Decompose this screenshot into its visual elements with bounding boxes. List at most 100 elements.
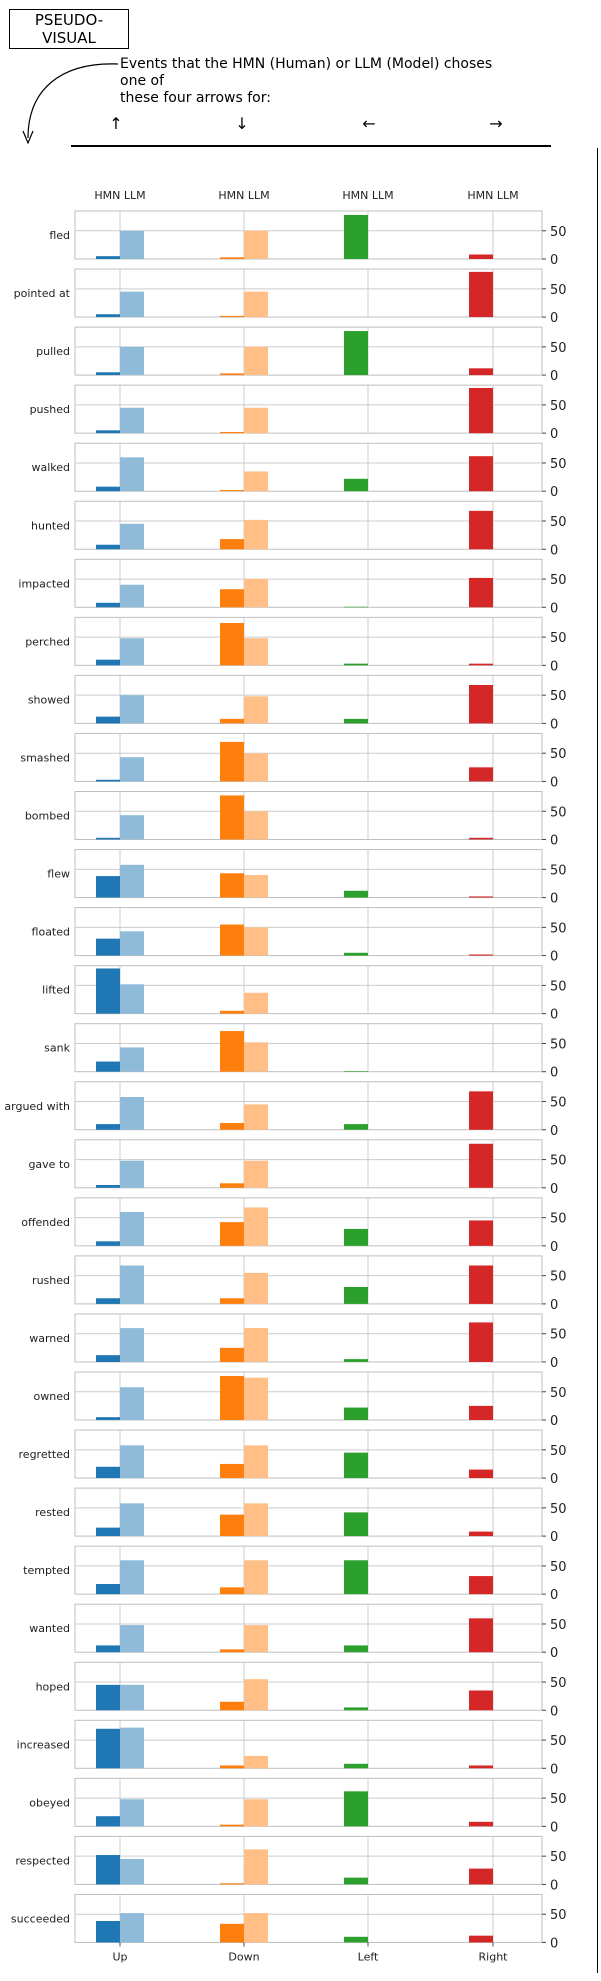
y-tick-label-warned-50: 50 <box>550 1328 567 1343</box>
bar-walked-right-hmn <box>469 456 493 492</box>
panel-frame-bombed <box>74 791 543 840</box>
top-divider <box>71 145 551 147</box>
bar-hoped-up-hmn <box>96 1684 120 1711</box>
x-label-left: Left <box>358 1950 379 1963</box>
panel-frame-floated <box>74 907 543 957</box>
bar-floated-left-hmn <box>344 952 368 956</box>
bar-increased-down-llm <box>244 1755 268 1769</box>
bar-smashed-down-hmn <box>220 741 244 782</box>
row-label-smashed: smashed <box>20 751 70 764</box>
row-label-impacted: impacted <box>18 577 70 590</box>
y-tick-label-gave-to-50: 50 <box>550 1154 567 1169</box>
bar-lifted-down-llm <box>244 992 268 1014</box>
bar-offended-right-hmn <box>469 1220 493 1246</box>
bar-increased-up-llm <box>120 1727 144 1769</box>
bar-rested-right-hmn <box>469 1531 493 1537</box>
bar-floated-right-hmn <box>469 954 493 956</box>
bar-warned-right-hmn <box>469 1322 493 1362</box>
row-label-lifted: lifted <box>42 984 70 997</box>
y-tick-label-floated-50: 50 <box>550 921 567 936</box>
bar-obeyed-up-hmn <box>96 1816 120 1827</box>
bar-obeyed-left-hmn <box>344 1791 368 1827</box>
bar-wanted-down-hmn <box>220 1649 244 1653</box>
panel-frame-offended <box>74 1197 543 1247</box>
bar-pointed-at-up-hmn <box>96 314 120 318</box>
bar-perched-down-llm <box>244 638 268 666</box>
row-label-rested: rested <box>35 1506 70 1519</box>
column-header-down: HMN LLM <box>218 189 269 202</box>
bar-perched-down-hmn <box>220 622 244 666</box>
bar-rushed-left-hmn <box>344 1286 368 1304</box>
bar-hoped-up-llm <box>120 1684 144 1711</box>
bar-succeeded-up-llm <box>120 1913 144 1943</box>
bar-perched-up-llm <box>120 638 144 666</box>
row-label-obeyed: obeyed <box>29 1796 70 1809</box>
bar-pulled-right-hmn <box>469 368 493 376</box>
bar-wanted-down-llm <box>244 1625 268 1653</box>
panel-frame-smashed <box>74 732 543 782</box>
bar-floated-down-llm <box>244 927 268 956</box>
bar-bombed-right-hmn <box>469 837 493 840</box>
bar-flew-left-hmn <box>344 890 368 898</box>
bar-tempted-down-llm <box>244 1560 268 1595</box>
y-tick-label-smashed-0: 0 <box>550 775 558 790</box>
bar-warned-down-hmn <box>220 1347 244 1362</box>
bar-showed-left-hmn <box>344 718 368 724</box>
bar-sank-down-hmn <box>220 1031 244 1072</box>
bar-pushed-right-hmn <box>469 387 493 434</box>
bar-warned-down-llm <box>244 1328 268 1362</box>
y-tick-label-wanted-50: 50 <box>550 1618 567 1633</box>
bar-warned-left-hmn <box>344 1359 368 1362</box>
panel-frame-respected <box>74 1835 543 1885</box>
bar-walked-up-hmn <box>96 486 120 492</box>
y-tick-label-pushed-50: 50 <box>550 399 567 414</box>
y-tick-label-sank-50: 50 <box>550 1037 567 1052</box>
y-tick-label-lifted-50: 50 <box>550 979 567 994</box>
bar-argued-with-up-hmn <box>96 1124 120 1130</box>
bar-tempted-up-llm <box>120 1560 144 1595</box>
bar-respected-down-hmn <box>220 1883 244 1885</box>
bar-flew-down-hmn <box>220 873 244 898</box>
curved-arrow-icon <box>22 63 119 145</box>
panel-frame-increased <box>74 1719 543 1769</box>
y-tick-label-perched-50: 50 <box>550 631 567 646</box>
bar-fled-left-hmn <box>344 214 368 259</box>
bar-showed-down-llm <box>244 696 268 724</box>
bar-succeeded-down-llm <box>244 1913 268 1943</box>
y-tick-label-impacted-50: 50 <box>550 573 567 588</box>
panel-frame-obeyed <box>74 1777 543 1827</box>
bar-obeyed-down-hmn <box>220 1824 244 1827</box>
row-label-bombed: bombed <box>25 810 70 823</box>
bar-rested-up-hmn <box>96 1527 120 1537</box>
panel-frame-showed <box>74 674 543 724</box>
bar-rested-down-llm <box>244 1503 268 1537</box>
y-tick-label-pulled-0: 0 <box>550 369 558 384</box>
bar-succeeded-right-hmn <box>469 1935 493 1943</box>
y-tick-label-offended-0: 0 <box>550 1240 558 1255</box>
bar-succeeded-up-hmn <box>96 1920 120 1943</box>
row-label-hunted: hunted <box>31 519 70 532</box>
bar-obeyed-right-hmn <box>469 1821 493 1827</box>
bar-perched-up-hmn <box>96 659 120 666</box>
bar-owned-up-hmn <box>96 1417 120 1420</box>
y-tick-label-walked-0: 0 <box>550 485 558 500</box>
bar-succeeded-down-hmn <box>220 1923 244 1943</box>
pseudo-visual-title-box: PSEUDO- VISUAL <box>9 9 129 49</box>
y-tick-label-succeeded-50: 50 <box>550 1908 567 1923</box>
bar-smashed-up-hmn <box>96 779 120 782</box>
bar-regretted-up-llm <box>120 1445 144 1479</box>
y-tick-label-owned-50: 50 <box>550 1386 567 1401</box>
row-label-floated: floated <box>32 926 70 939</box>
y-tick-label-showed-50: 50 <box>550 689 567 704</box>
y-tick-label-hoped-50: 50 <box>550 1676 567 1691</box>
bar-showed-down-hmn <box>220 718 244 724</box>
row-label-perched: perched <box>25 635 70 648</box>
panel-frame-rushed <box>74 1255 543 1305</box>
bar-showed-up-llm <box>120 695 144 724</box>
bar-hunted-up-llm <box>120 523 144 550</box>
bar-pulled-down-hmn <box>220 373 244 376</box>
y-tick-label-smashed-50: 50 <box>550 747 567 762</box>
y-tick-label-flew-0: 0 <box>550 892 558 907</box>
bar-increased-right-hmn <box>469 1765 493 1769</box>
row-label-walked: walked <box>31 461 70 474</box>
